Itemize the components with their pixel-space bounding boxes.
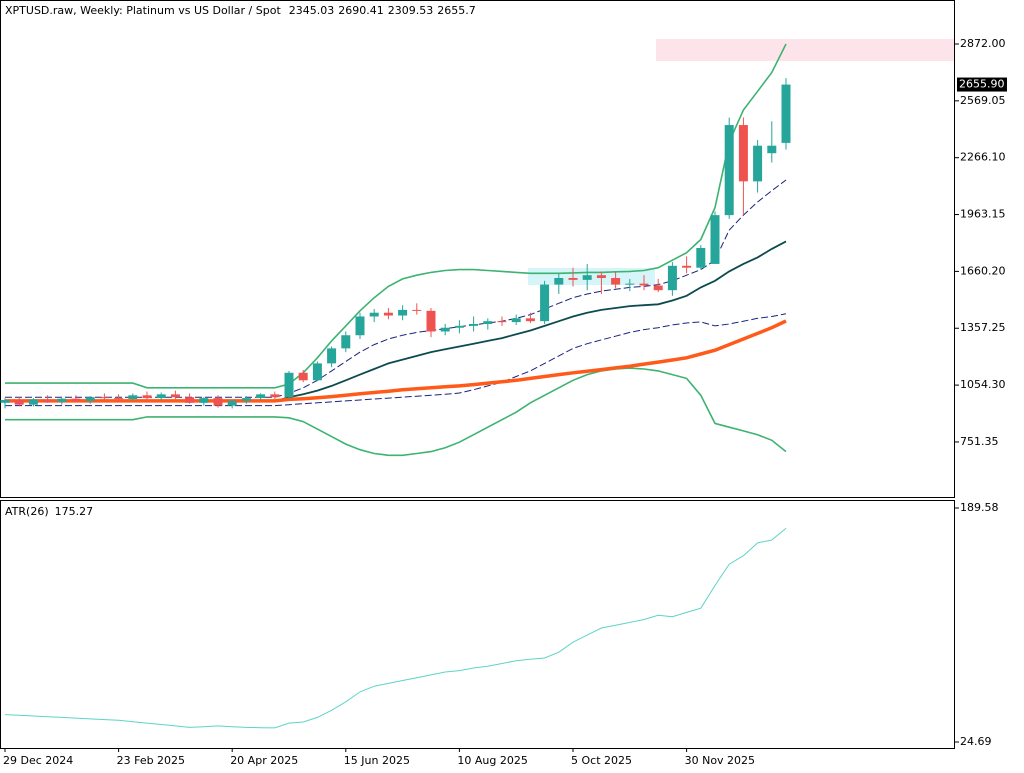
ohlc-open: 2345.03: [289, 4, 335, 17]
x-tick-label: 10 Aug 2025: [457, 754, 527, 767]
candle-body: [156, 394, 166, 399]
y-tick-label: 1357.25: [960, 321, 1006, 334]
candle-body: [639, 283, 649, 286]
candle-body: [611, 278, 621, 285]
last-price-box: [957, 77, 1007, 92]
candle-body: [312, 363, 322, 381]
candle-body: [14, 399, 24, 405]
candle-body: [767, 145, 777, 154]
candle-body: [667, 265, 677, 291]
candle-body: [28, 399, 38, 405]
candle-body: [383, 312, 393, 316]
candle-body: [554, 278, 564, 285]
candle-body: [497, 321, 507, 323]
candle-body: [170, 394, 180, 398]
y-tick-label: 2266.10: [960, 151, 1006, 164]
chart-header: XPTUSD.raw, Weekly: Platinum vs US Dolla…: [5, 4, 476, 17]
indicator-line: [5, 43, 787, 389]
x-tick-label: 5 Oct 2025: [571, 754, 632, 767]
candle-body: [682, 265, 692, 268]
atr-value: 175.27: [55, 505, 94, 518]
y-tick-label: 751.35: [960, 435, 999, 448]
chart-title: XPTUSD.raw, Weekly: Platinum vs US Dolla…: [5, 4, 281, 17]
candle-body: [369, 312, 379, 317]
candle-body: [412, 309, 422, 311]
atr-title: ATR(26): [5, 505, 49, 518]
atr-header: ATR(26) 175.27: [5, 505, 93, 518]
candle-body: [256, 394, 266, 399]
candle-body: [341, 335, 351, 349]
candle-body: [355, 316, 365, 336]
candle-body: [596, 275, 606, 279]
x-tick-label: 15 Jun 2025: [344, 754, 410, 767]
candle-body: [738, 125, 748, 182]
last-price-label: 2655.90: [959, 78, 1005, 91]
atr-panel: [0, 500, 955, 749]
indicator-line: [5, 367, 787, 457]
indicator-line: [5, 313, 787, 407]
x-tick-label: 30 Nov 2025: [685, 754, 755, 767]
candle-body: [582, 275, 592, 280]
plot: 2872.00 2569.05 2266.10 1963.15 1660.20 1357.…: [0, 37, 1007, 767]
y-tick-label: 1054.30: [960, 378, 1006, 391]
y-tick-label: 1660.20: [960, 264, 1006, 277]
candle-body: [99, 397, 109, 399]
candle-body: [440, 327, 450, 332]
ohlc-close: 2655.7: [437, 4, 476, 17]
y-tick-label: 1963.15: [960, 208, 1006, 221]
candle-body: [426, 310, 436, 332]
candle-body: [57, 398, 67, 402]
candle-body: [724, 125, 734, 216]
x-tick-label: 29 Dec 2024: [3, 754, 73, 767]
candle-body: [227, 400, 237, 406]
candle-body: [653, 285, 663, 291]
candle-body: [327, 348, 337, 364]
resistance-zone: [656, 39, 954, 61]
candle-body: [454, 325, 464, 328]
y-tick-label: 24.69: [960, 735, 992, 748]
candle-body: [696, 247, 706, 268]
candle-body: [270, 394, 280, 398]
y-tick-label: 2569.05: [960, 94, 1006, 107]
y-tick-label: 189.58: [960, 501, 999, 514]
atr-line: [4, 527, 787, 729]
candle-body: [241, 398, 251, 401]
candle-body: [753, 145, 763, 182]
candle-body: [625, 283, 635, 285]
candle-body: [185, 397, 195, 403]
ohlc-low: 2309.53: [388, 4, 434, 17]
candle-body: [710, 215, 720, 264]
main-panel: [0, 0, 955, 498]
x-tick-label: 20 Apr 2025: [230, 754, 298, 767]
candle-body: [85, 397, 95, 401]
candle-body: [284, 372, 294, 398]
ohlc-high: 2690.41: [338, 4, 384, 17]
candle-body: [511, 318, 521, 323]
candle-body: [114, 398, 124, 400]
y-tick-label: 2872.00: [960, 37, 1006, 50]
candle-body: [525, 318, 535, 322]
candle-body: [483, 321, 493, 324]
candle-body: [298, 372, 308, 381]
candle-body: [43, 399, 53, 402]
candle-body: [540, 284, 550, 322]
candle-body: [142, 395, 152, 399]
candle-body: [469, 323, 479, 326]
candle-body: [398, 309, 408, 316]
candle-body: [213, 398, 223, 406]
candle-body: [781, 84, 791, 143]
indicator-line: [5, 319, 787, 403]
candle-body: [0, 399, 10, 403]
candle-body: [71, 398, 81, 401]
x-tick-label: 23 Feb 2025: [117, 754, 185, 767]
candle-body: [128, 395, 138, 400]
candle-body: [568, 278, 578, 280]
candle-body: [199, 398, 209, 403]
